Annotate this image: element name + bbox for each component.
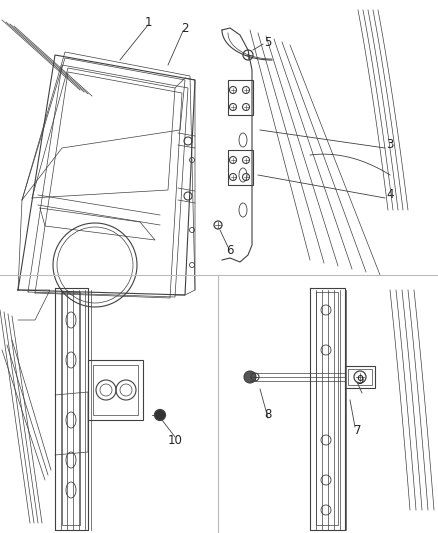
Text: 6: 6 xyxy=(226,244,234,256)
Text: 5: 5 xyxy=(264,36,272,49)
Text: 8: 8 xyxy=(264,408,272,422)
Text: 10: 10 xyxy=(168,433,183,447)
Circle shape xyxy=(155,409,166,421)
Text: 1: 1 xyxy=(144,15,152,28)
Bar xyxy=(228,150,253,185)
Text: 7: 7 xyxy=(354,424,362,437)
Bar xyxy=(348,369,372,385)
Bar xyxy=(88,360,143,420)
Bar xyxy=(228,80,253,115)
Text: 2: 2 xyxy=(181,21,189,35)
Text: 4: 4 xyxy=(386,189,394,201)
Bar xyxy=(93,365,138,415)
Text: 3: 3 xyxy=(386,139,394,151)
Circle shape xyxy=(244,371,256,383)
Bar xyxy=(345,366,375,388)
Text: 9: 9 xyxy=(356,374,364,386)
